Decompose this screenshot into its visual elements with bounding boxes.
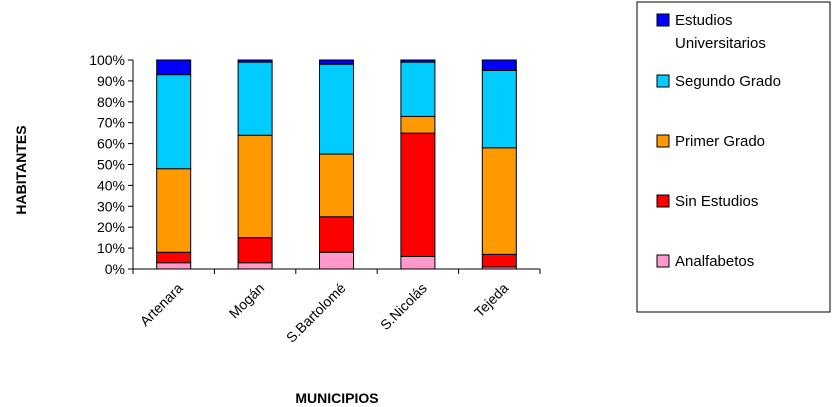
bar-segment xyxy=(156,251,192,264)
bar-segment xyxy=(400,132,436,257)
y-tick-label: 90% xyxy=(97,73,125,89)
legend-label: Estudios xyxy=(675,12,733,29)
x-axis-label: MUNICIPIOS xyxy=(295,390,378,406)
legend-swatch xyxy=(656,134,670,148)
legend-label: Universitarios xyxy=(675,35,766,52)
y-axis: 0% 10% 20% 30% 40% 50% 60% 70% 80% 90% 100% xyxy=(89,52,134,277)
bar-segment xyxy=(400,59,436,63)
x-tick-label: S.Nicolás xyxy=(377,280,430,333)
y-tick-label: 40% xyxy=(97,177,125,193)
bar-segment xyxy=(319,216,354,253)
bar-segment xyxy=(400,115,436,134)
y-tick-label: 20% xyxy=(97,219,125,235)
x-axis: Artenara Mogán S.Bartolomé S.Nicolás Tejeda xyxy=(132,268,541,346)
bar-segment xyxy=(400,61,436,117)
bar-segment xyxy=(156,262,192,270)
legend-label: Primer Grado xyxy=(675,133,765,150)
legend-label: Sin Estudios xyxy=(675,193,758,210)
y-tick-label: 30% xyxy=(97,198,125,214)
y-tick-label: 60% xyxy=(97,136,125,152)
legend-swatch xyxy=(656,194,670,208)
x-tick-label: Tejeda xyxy=(471,280,512,321)
bar-segment xyxy=(237,61,273,136)
y-tick-label: 100% xyxy=(89,52,125,68)
legend-swatch xyxy=(656,74,670,88)
x-tick-label: S.Bartolomé xyxy=(283,280,349,346)
legend-label: Segundo Grado xyxy=(675,73,781,90)
y-axis-label: HABITANTES xyxy=(13,125,29,214)
bar-segment xyxy=(319,251,354,270)
bar-segment xyxy=(481,253,517,268)
x-tick-label: Artenara xyxy=(137,280,186,329)
legend-label: Analfabetos xyxy=(675,253,754,270)
bar-segment xyxy=(156,74,192,170)
legend-swatch xyxy=(656,254,670,268)
bar-segment xyxy=(481,147,517,255)
y-tick-label: 10% xyxy=(97,240,125,256)
bar-segment xyxy=(319,59,354,65)
y-tick-label: 70% xyxy=(97,115,125,131)
bar-segment xyxy=(237,262,273,270)
bar-segment xyxy=(319,153,354,218)
bar-segment xyxy=(237,134,273,239)
legend-swatch xyxy=(656,13,670,27)
y-tick-label: 0% xyxy=(105,261,125,277)
bar-segment xyxy=(156,59,192,76)
bar-segment xyxy=(237,237,273,264)
bar-segment xyxy=(319,63,354,155)
legend: Estudios Universitarios Segundo Grado Prime… xyxy=(636,1,831,313)
plot-area xyxy=(156,59,517,270)
bar-segment xyxy=(481,69,517,149)
y-tick-label: 50% xyxy=(97,157,125,173)
bar-segment xyxy=(481,59,517,71)
bar-segment xyxy=(237,59,273,63)
bar-segment xyxy=(156,168,192,253)
y-tick-label: 80% xyxy=(97,94,125,110)
bar-segment xyxy=(400,255,436,270)
x-tick-label: Mogán xyxy=(226,280,268,322)
